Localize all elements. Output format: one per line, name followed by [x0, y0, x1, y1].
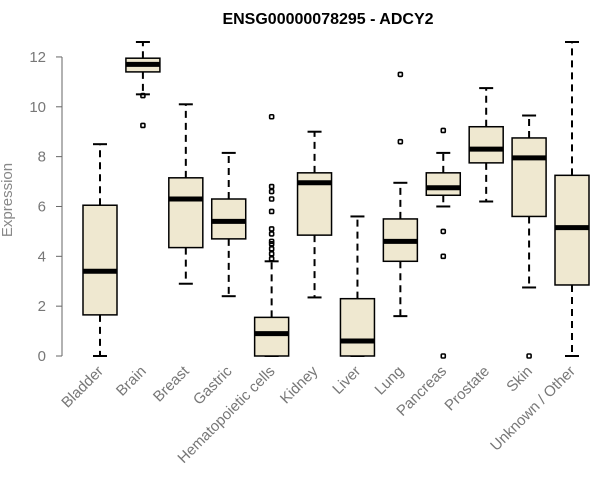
box-iqr — [168, 177, 204, 249]
outlier-point — [268, 113, 275, 120]
box-gastric — [210, 151, 247, 298]
category-label: Brain — [113, 363, 150, 400]
y-tick-label: 12 — [29, 49, 46, 66]
box-bladder — [82, 143, 118, 357]
y-tick-label: 6 — [38, 198, 46, 215]
outlier-point — [268, 251, 275, 257]
axes: 0 2 4 6 8 10 12 — [29, 49, 63, 365]
outlier-point — [397, 71, 404, 78]
chart-title: ENSG00000078295 - ADCY2 — [222, 11, 433, 28]
box-iqr — [82, 204, 118, 316]
outlier-point — [526, 353, 532, 359]
y-tick-label: 2 — [38, 298, 46, 315]
box-breast — [168, 103, 204, 285]
outlier-point — [268, 231, 275, 237]
box-lung — [382, 71, 419, 318]
boxes-group — [82, 41, 590, 359]
box-iqr — [339, 297, 376, 357]
box-skin — [511, 114, 547, 359]
category-label: Lung — [372, 363, 408, 399]
y-axis-title: Expression — [0, 163, 16, 237]
outlier-point — [440, 228, 447, 235]
category-label: Skin — [503, 363, 536, 396]
category-label: Kidney — [277, 362, 322, 407]
outlier-point — [268, 183, 275, 190]
outlier-point — [268, 196, 275, 202]
box-iqr — [468, 125, 504, 164]
box-liver — [339, 215, 376, 357]
box-iqr — [425, 172, 462, 197]
box-prostate — [468, 87, 504, 203]
outlier-point — [397, 138, 404, 145]
y-tick-label: 0 — [38, 348, 46, 365]
box-pancreas — [425, 127, 462, 359]
category-label: Bladder — [58, 363, 107, 412]
box-iqr — [511, 137, 547, 218]
outlier-point — [268, 246, 275, 252]
box-unknown-other — [554, 41, 590, 357]
category-label: Liver — [329, 363, 364, 398]
category-label: Breast — [150, 362, 193, 405]
outlier-point — [268, 188, 275, 195]
outlier-point — [268, 208, 275, 215]
outlier-point — [440, 253, 447, 260]
category-label: Prostate — [441, 363, 493, 415]
outlier-point — [268, 226, 275, 232]
outlier-point — [268, 238, 275, 245]
box-brain — [125, 41, 161, 129]
box-kidney — [296, 130, 333, 299]
y-tick-label: 4 — [38, 248, 46, 265]
outlier-point — [440, 127, 447, 134]
box-hematopoietic-cells — [253, 113, 290, 357]
outlier-point — [140, 122, 146, 129]
outlier-point — [140, 92, 146, 99]
y-tick-label: 8 — [38, 149, 46, 166]
outlier-point — [440, 353, 447, 359]
box-iqr — [253, 316, 290, 357]
outlier-point — [268, 256, 275, 262]
y-tick-label: 10 — [29, 99, 46, 116]
